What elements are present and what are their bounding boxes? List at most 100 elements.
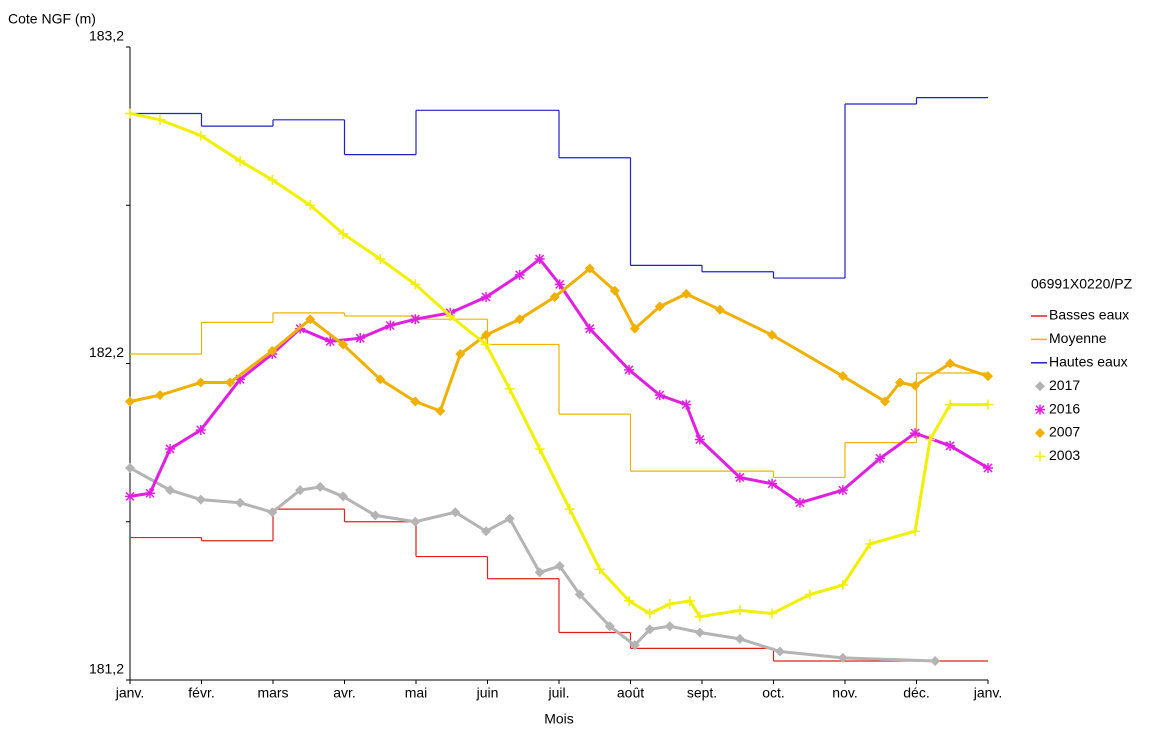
marker	[504, 513, 515, 524]
y-tick-label: 183,2	[89, 28, 124, 44]
series-line	[129, 466, 936, 663]
marker	[945, 358, 956, 369]
marker	[338, 228, 349, 239]
y-tick-label: 182,2	[89, 344, 124, 360]
marker	[865, 538, 876, 549]
legend-label: 2007	[1049, 424, 1080, 440]
marker	[774, 646, 785, 657]
marker	[315, 481, 326, 492]
marker	[910, 380, 921, 391]
marker	[504, 383, 515, 394]
marker	[983, 462, 993, 473]
x-tick-label: mai	[405, 685, 428, 701]
marker	[694, 627, 705, 638]
marker	[534, 254, 545, 265]
marker	[654, 301, 665, 312]
marker	[165, 485, 176, 496]
marker	[584, 263, 595, 274]
marker	[837, 371, 848, 382]
marker	[837, 580, 848, 591]
marker	[734, 633, 745, 644]
marker	[644, 608, 655, 619]
marker	[375, 374, 386, 385]
marker	[945, 440, 956, 451]
marker	[734, 605, 745, 616]
marker	[609, 285, 620, 296]
marker	[629, 323, 640, 334]
marker	[767, 608, 778, 619]
marker	[794, 497, 805, 508]
marker	[624, 595, 635, 606]
legend-label: 2016	[1049, 400, 1080, 416]
marker	[267, 507, 278, 518]
marker	[267, 174, 278, 185]
marker	[910, 526, 921, 537]
marker	[664, 621, 675, 632]
marker	[235, 497, 246, 508]
marker	[681, 399, 692, 410]
legend-label: Hautes eaux	[1049, 354, 1128, 370]
marker	[125, 396, 135, 407]
marker	[684, 595, 695, 606]
marker	[155, 114, 166, 125]
marker	[694, 434, 705, 445]
marker	[338, 491, 349, 502]
marker	[837, 652, 848, 663]
x-tick-label: juil.	[547, 685, 569, 701]
marker	[554, 561, 565, 572]
marker	[983, 399, 993, 410]
marker	[895, 377, 906, 388]
marker	[654, 390, 665, 401]
marker	[155, 390, 166, 401]
marker	[410, 396, 421, 407]
legend-label: 2017	[1049, 377, 1080, 393]
marker	[574, 589, 585, 600]
marker	[930, 656, 941, 667]
marker	[664, 599, 675, 610]
marker	[514, 269, 525, 280]
x-tick-label: nov.	[832, 685, 857, 701]
marker	[267, 345, 278, 356]
marker	[125, 491, 135, 502]
marker	[1035, 428, 1045, 438]
marker	[410, 314, 421, 325]
x-tick-label: oct.	[762, 685, 785, 701]
x-tick-label: avr.	[333, 685, 356, 701]
marker	[305, 200, 316, 211]
marker	[584, 323, 595, 334]
x-tick-label: août	[617, 685, 644, 701]
marker	[385, 320, 396, 331]
marker	[604, 621, 615, 632]
y-tick-label: 181,2	[89, 661, 124, 677]
x-tick-label: juin	[476, 685, 499, 701]
marker	[195, 130, 206, 141]
marker	[910, 428, 921, 439]
x-tick-label: sept.	[687, 685, 717, 701]
marker	[694, 611, 705, 622]
marker	[125, 108, 135, 119]
marker	[549, 292, 560, 303]
marker	[165, 443, 176, 454]
marker	[195, 424, 206, 435]
marker	[624, 364, 635, 375]
marker	[594, 564, 605, 575]
marker	[338, 339, 349, 350]
marker	[767, 478, 778, 489]
x-tick-label: févr.	[188, 685, 214, 701]
marker	[195, 377, 206, 388]
marker	[235, 374, 246, 385]
marker	[983, 371, 993, 382]
marker	[450, 507, 461, 518]
marker	[644, 624, 655, 635]
marker	[481, 330, 492, 341]
y-axis-label: Cote NGF (m)	[8, 11, 96, 27]
marker	[225, 377, 236, 388]
marker	[481, 292, 492, 303]
marker	[195, 494, 206, 505]
marker	[837, 485, 848, 496]
marker	[925, 434, 936, 445]
x-axis-label: Mois	[544, 711, 574, 727]
marker	[455, 349, 466, 360]
marker	[564, 504, 575, 515]
legend-label: 2003	[1049, 447, 1080, 463]
